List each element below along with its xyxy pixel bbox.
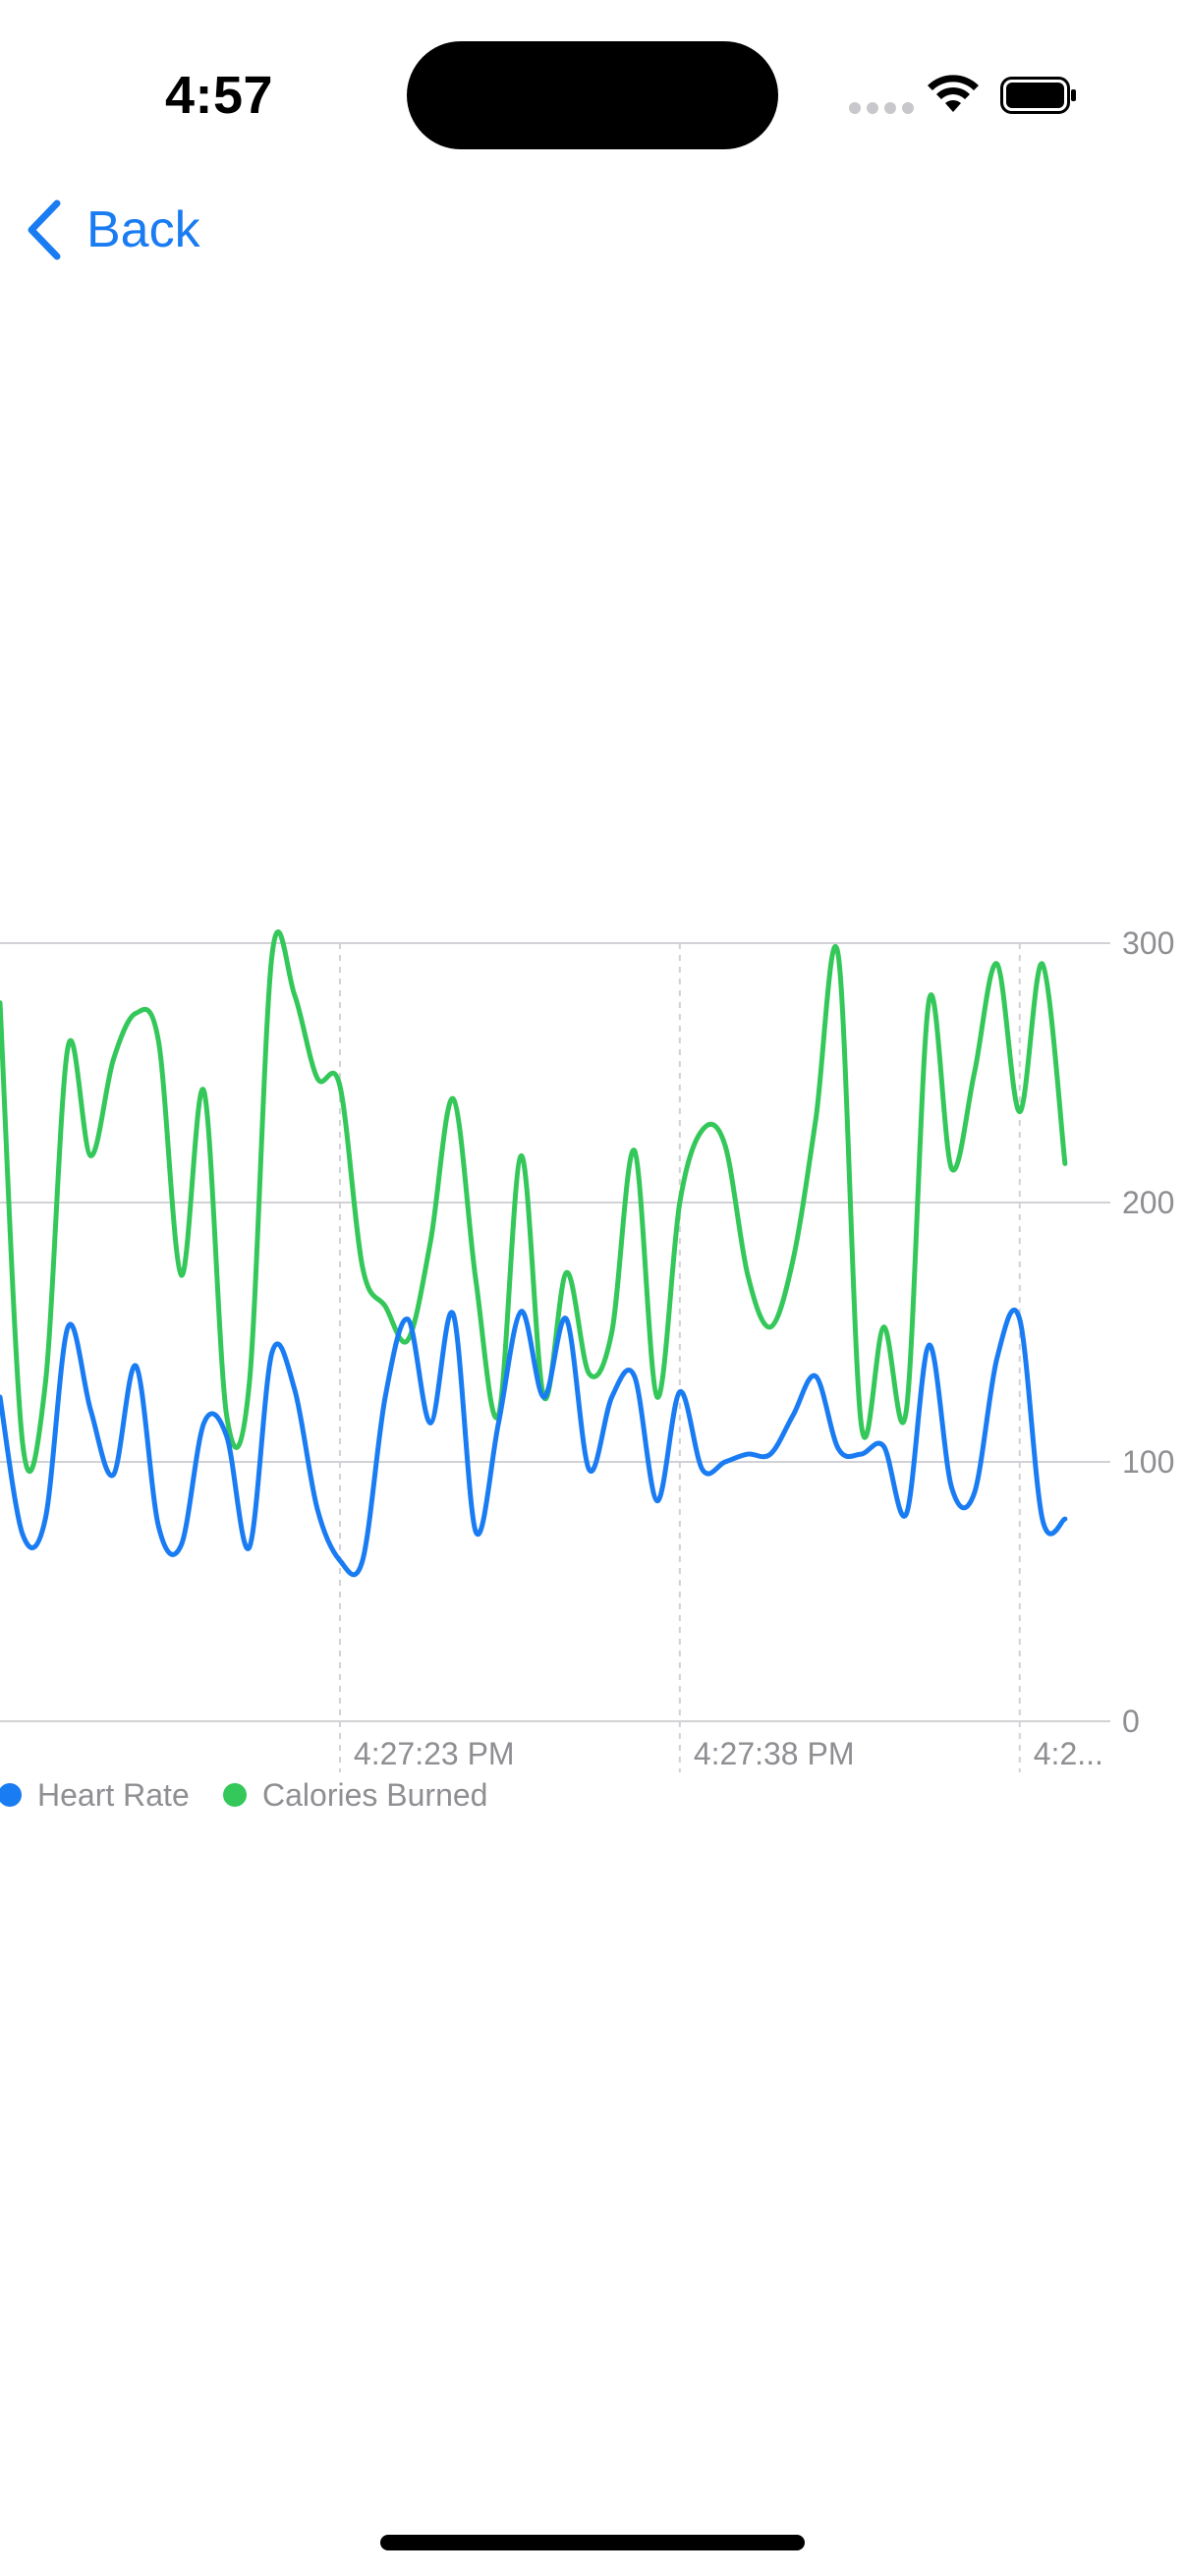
y-tick-label: 200 [1122,1185,1174,1220]
y-tick-label: 100 [1122,1444,1174,1480]
dynamic-island [407,41,778,149]
back-button[interactable]: Back [24,195,200,265]
x-tick-label: 4:27:23 PM [354,1736,515,1771]
status-bar: 4:57 [0,0,1185,187]
y-tick-label: 300 [1122,925,1174,961]
cellular-signal-icon [849,102,914,114]
calories-burned-series-line [0,929,1068,1475]
legend-marker [223,1783,247,1807]
legend-marker [0,1783,22,1807]
home-indicator [380,2535,805,2550]
legend-label: Calories Burned [262,1777,487,1813]
status-time: 4:57 [165,66,274,125]
line-chart: 300 200 100 0 4:27:23 PM 4:27:38 PM 4:2... Hear… [0,924,1185,1847]
wifi-icon [928,75,979,112]
chevron-left-icon [28,199,61,260]
legend-label: Heart Rate [37,1777,190,1813]
x-tick-label: 4:27:38 PM [694,1736,855,1771]
y-tick-label: 0 [1122,1704,1140,1739]
heart-rate-series-line [0,1308,1068,1578]
back-label: Back [86,201,200,258]
x-tick-label: 4:2... [1034,1736,1103,1771]
battery-icon [1000,77,1076,114]
